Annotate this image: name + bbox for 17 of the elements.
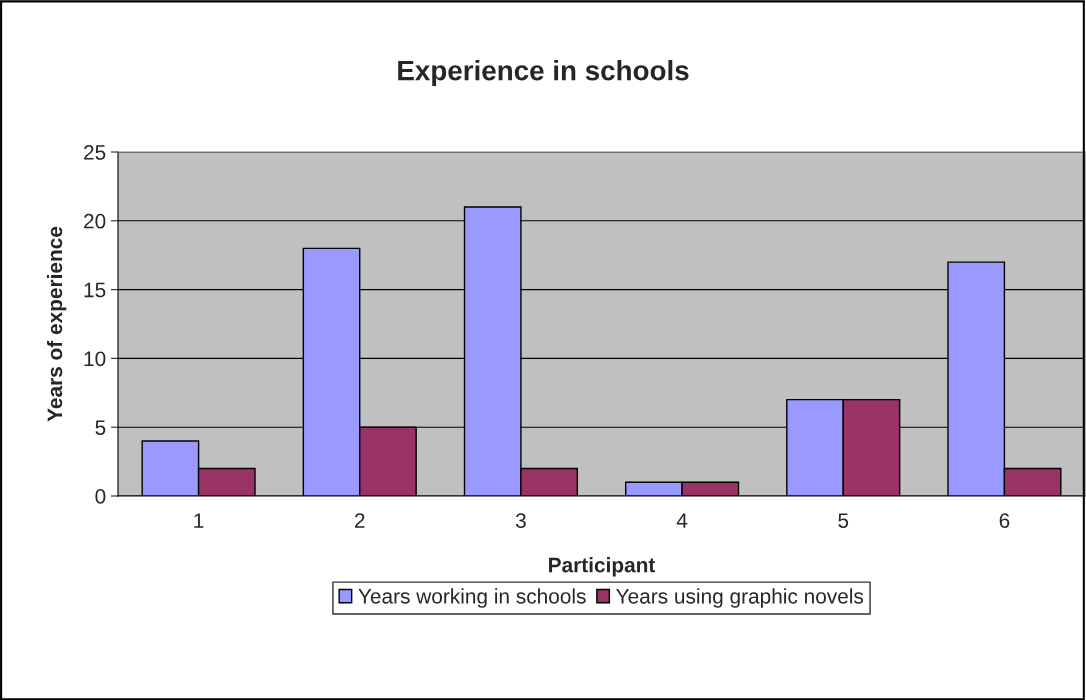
x-tick-label: 5: [838, 513, 849, 528]
y-tick-label: 25: [84, 145, 106, 160]
legend-label: Years working in schools: [358, 588, 586, 608]
y-tick-label: 20: [84, 213, 106, 229]
chart-title: Experience in schools: [398, 60, 689, 86]
y-tick-label: 10: [84, 351, 106, 367]
x-axis-title: Participant: [549, 557, 656, 577]
x-tick-label: 2: [355, 513, 365, 528]
x-tick-label: 3: [515, 513, 526, 528]
y-tick-label: 0: [95, 489, 106, 504]
x-tick-label: 4: [676, 513, 688, 528]
y-axis-title: Years of experience: [46, 226, 67, 422]
y-tick-label: 15: [84, 282, 106, 298]
y-tick-label: 5: [95, 420, 106, 435]
legend-label: Years using graphic novels: [616, 588, 864, 608]
x-tick-label: 6: [999, 513, 1010, 528]
x-tick-label: 1: [194, 513, 204, 528]
